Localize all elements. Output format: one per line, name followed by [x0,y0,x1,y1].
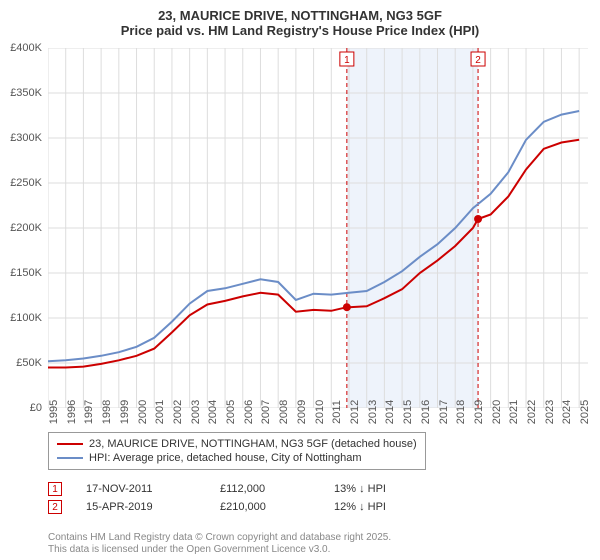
legend-swatch [57,457,83,459]
x-axis-label: 2018 [455,400,467,424]
svg-text:2: 2 [475,55,481,66]
title-line-2: Price paid vs. HM Land Registry's House … [0,23,600,38]
x-axis-label: 2019 [473,400,485,424]
x-axis-label: 1999 [119,400,131,424]
sale-delta: 13% ↓ HPI [334,483,386,495]
x-axis-label: 2020 [491,400,503,424]
svg-text:1: 1 [344,55,350,66]
x-axis-label: 2001 [154,400,166,424]
legend-label: 23, MAURICE DRIVE, NOTTINGHAM, NG3 5GF (… [89,438,417,450]
x-axis-label: 2023 [544,400,556,424]
x-axis-label: 2013 [367,400,379,424]
sale-marker-box: 2 [48,500,62,514]
sale-delta: 12% ↓ HPI [334,501,386,513]
title-line-1: 23, MAURICE DRIVE, NOTTINGHAM, NG3 5GF [0,8,600,23]
x-axis-label: 2002 [172,400,184,424]
y-axis-label: £350K [10,87,42,99]
x-axis-label: 2009 [296,400,308,424]
x-axis-label: 2005 [225,400,237,424]
sale-row: 2 15-APR-2019 £210,000 12% ↓ HPI [48,498,386,516]
y-axis-label: £300K [10,132,42,144]
x-axis-label: 2008 [278,400,290,424]
x-axis-label: 2007 [260,400,272,424]
x-axis-label: 2021 [508,400,520,424]
y-axis-label: £200K [10,222,42,234]
x-axis-label: 2016 [420,400,432,424]
sale-price: £210,000 [220,501,310,513]
line-chart: 12 [48,48,588,408]
x-axis-label: 2024 [561,400,573,424]
x-axis-label: 2000 [137,400,149,424]
chart-area: 12 £0£50K£100K£150K£200K£250K£300K£350K£… [48,48,588,408]
title-block: 23, MAURICE DRIVE, NOTTINGHAM, NG3 5GF P… [0,0,600,38]
x-axis-label: 2017 [438,400,450,424]
legend-swatch [57,443,83,445]
footer-line-1: Contains HM Land Registry data © Crown c… [48,532,391,544]
footer-attribution: Contains HM Land Registry data © Crown c… [48,532,391,556]
y-axis-label: £50K [16,357,42,369]
legend-label: HPI: Average price, detached house, City… [89,452,362,464]
legend-row: HPI: Average price, detached house, City… [57,451,417,465]
x-axis-label: 2012 [349,400,361,424]
sales-table: 1 17-NOV-2011 £112,000 13% ↓ HPI 2 15-APR-201… [48,480,386,516]
sale-date: 17-NOV-2011 [86,483,196,495]
x-axis-label: 2006 [243,400,255,424]
sale-row: 1 17-NOV-2011 £112,000 13% ↓ HPI [48,480,386,498]
y-axis-label: £0 [30,402,42,414]
x-axis-label: 2010 [314,400,326,424]
x-axis-label: 1998 [101,400,113,424]
y-axis-label: £400K [10,42,42,54]
legend-row: 23, MAURICE DRIVE, NOTTINGHAM, NG3 5GF (… [57,437,417,451]
x-axis-label: 2015 [402,400,414,424]
x-axis-label: 1997 [83,400,95,424]
x-axis-label: 2022 [526,400,538,424]
y-axis-label: £150K [10,267,42,279]
sale-date: 15-APR-2019 [86,501,196,513]
sale-marker-box: 1 [48,482,62,496]
x-axis-label: 2004 [207,400,219,424]
x-axis-label: 2025 [579,400,591,424]
x-axis-label: 1996 [66,400,78,424]
sale-price: £112,000 [220,483,310,495]
x-axis-label: 1995 [48,400,60,424]
legend: 23, MAURICE DRIVE, NOTTINGHAM, NG3 5GF (… [48,432,426,470]
footer-line-2: This data is licensed under the Open Gov… [48,544,391,556]
y-axis-label: £100K [10,312,42,324]
chart-container: 23, MAURICE DRIVE, NOTTINGHAM, NG3 5GF P… [0,0,600,560]
x-axis-label: 2011 [331,400,343,424]
x-axis-label: 2003 [190,400,202,424]
x-axis-label: 2014 [384,400,396,424]
y-axis-label: £250K [10,177,42,189]
